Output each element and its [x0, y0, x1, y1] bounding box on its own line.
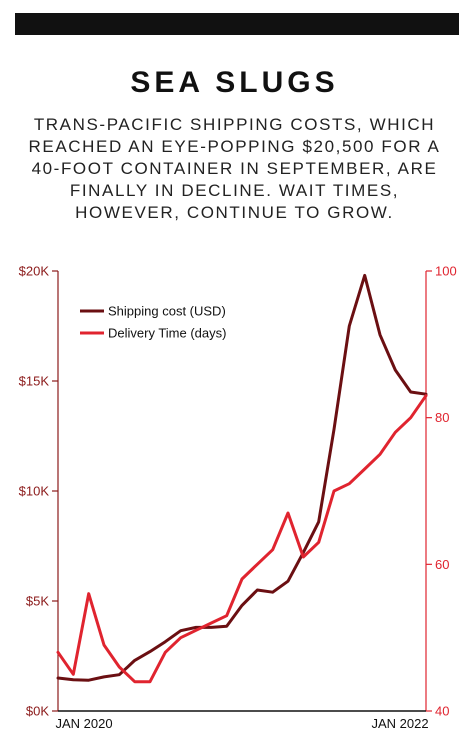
- legend-label: Delivery Time (days): [108, 326, 226, 341]
- series-line-shipping-cost: [56, 273, 428, 682]
- axes: $0K $5K $10K $15K $20K 40 60 80 100 JAN 2020 JAN 2…: [19, 264, 457, 732]
- right-tick-label: 60: [435, 557, 449, 572]
- left-tick-label: $10K: [19, 484, 50, 499]
- chart-title: SEA SLUGS: [130, 66, 339, 99]
- legend: Shipping cost (USD) Delivery Time (days): [80, 304, 226, 341]
- left-tick-label: $5K: [26, 594, 49, 609]
- left-tick-label: $15K: [19, 374, 50, 389]
- left-tick-label: $20K: [19, 264, 50, 279]
- x-tick-label: JAN 2022: [371, 716, 428, 731]
- right-tick-label: 100: [435, 264, 457, 279]
- chart-subtitle: TRANS-PACIFIC SHIPPING COSTS, WHICH REAC…: [28, 115, 441, 222]
- x-tick-label: JAN 2020: [55, 716, 112, 731]
- right-tick-label: 40: [435, 704, 449, 719]
- left-tick-label: $0K: [26, 704, 49, 719]
- series-layer: [56, 273, 428, 684]
- legend-label: Shipping cost (USD): [108, 304, 226, 319]
- series-line-delivery-time: [56, 394, 428, 684]
- top-banner-bar: [15, 13, 459, 35]
- right-tick-label: 80: [435, 410, 449, 425]
